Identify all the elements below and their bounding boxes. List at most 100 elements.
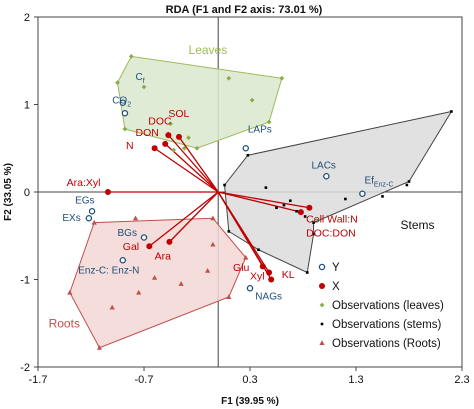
- group-label-roots: Roots: [49, 317, 80, 331]
- chart-title: RDA (F1 and F2 axis: 73.01 %): [166, 4, 323, 16]
- point-observations-stems: [312, 232, 315, 236]
- point-observations-stems: [405, 183, 409, 187]
- point-doc: [165, 132, 172, 139]
- point-observations-leaves: [171, 147, 177, 153]
- arrow-doc-don: [218, 191, 310, 209]
- label-n: N: [126, 140, 134, 152]
- point-observations-leaves: [122, 126, 128, 132]
- point-observations-stems: [227, 230, 231, 233]
- point-nags: [246, 284, 254, 292]
- point-n: [151, 145, 158, 152]
- legend-entry-observations-roots: Observations (Roots): [332, 338, 441, 350]
- label-nags: NAGs: [255, 292, 282, 303]
- arrow-gal: [148, 191, 219, 247]
- point-observations-leaves: [181, 145, 187, 151]
- point-observations-stems: [288, 199, 292, 203]
- point-doc-don: [306, 204, 313, 211]
- hull-roots: [69, 217, 247, 349]
- legend-marker-observations-stems: [320, 322, 324, 326]
- y-tick-label: -1: [20, 275, 30, 287]
- x-tick-label: -0.7: [135, 374, 154, 386]
- point-kl: [268, 276, 275, 283]
- points-layer: [67, 53, 453, 350]
- point-observations-stems: [295, 209, 298, 213]
- point-observations-stems: [246, 153, 250, 157]
- point-observations-leaves: [186, 135, 191, 141]
- point-xyl: [266, 269, 273, 276]
- y-tick-label: 1: [24, 100, 30, 112]
- axes-layer: -1.7 -0.7 0.3 1.3 2.3 -2 -1 0 1 2: [20, 12, 469, 386]
- y-tick-label: 2: [24, 12, 30, 24]
- point-observations-stems: [303, 215, 307, 218]
- x-tick-label: 2.3: [454, 374, 469, 386]
- label-gal: Gal: [123, 241, 139, 253]
- point-observations-roots: [205, 267, 211, 273]
- point-enz-c-enz-n: [119, 256, 127, 264]
- point-observations-stems: [275, 206, 278, 210]
- point-observations-stems: [264, 186, 268, 189]
- point-observations-stems: [282, 203, 286, 207]
- point-cell-wall-n: [297, 209, 304, 216]
- label-bgs: BGs: [118, 228, 137, 239]
- label-enz-c-enz-n: Enz-C: Enz-N: [78, 265, 139, 276]
- legend: YX Observations (leaves) Observations (ste…: [318, 262, 444, 350]
- point-ara-xyl: [104, 189, 111, 195]
- arrow-ara: [168, 191, 219, 243]
- legend-marker-x: [319, 283, 325, 289]
- point-cf: [119, 99, 127, 107]
- group-label-stems: Stems: [401, 218, 435, 232]
- point-observations-leaves: [266, 119, 272, 125]
- point-observations-roots: [226, 294, 232, 299]
- x-tick-label: 0.3: [242, 374, 257, 386]
- label-laps: LAPs: [248, 125, 272, 136]
- label-egs: EGs: [75, 195, 94, 206]
- group-hulls: [69, 55, 453, 349]
- arrow-n: [154, 147, 219, 193]
- point-observations-leaves: [128, 53, 134, 59]
- label-doc: DOC: [148, 116, 172, 128]
- point-observations-leaves: [115, 80, 120, 86]
- label-efenz-c: EfEnz-C: [364, 175, 393, 188]
- point-glu: [259, 263, 266, 270]
- point-observations-leaves: [168, 121, 173, 127]
- y-axis-label: F2 (33.05 %): [3, 163, 14, 221]
- legend-marker-observations-leaves: [319, 302, 325, 308]
- label-lacs: LACs: [311, 160, 335, 171]
- point-observations-roots: [109, 304, 115, 310]
- point-observations-stems: [381, 195, 384, 198]
- label-ara-xyl: Ara:Xyl: [67, 177, 101, 189]
- point-observations-stems: [305, 271, 309, 274]
- legend-entry-y: Y: [332, 262, 340, 274]
- point-efenz-c: [359, 190, 366, 197]
- legend-entry-observations-stems: Observations (stems): [332, 319, 441, 331]
- arrow-cell-wall-n: [218, 191, 302, 213]
- point-observations-roots: [210, 241, 216, 247]
- legend-marker-y: [318, 263, 326, 271]
- point-observations-stems: [257, 248, 260, 252]
- point-observations-roots: [136, 289, 142, 295]
- point-observations-stems: [407, 180, 411, 183]
- label-don: DON: [136, 127, 159, 139]
- y-tick-label: -2: [20, 362, 30, 374]
- point-gal: [146, 243, 153, 250]
- label-doc-don: DOC:DON: [306, 228, 356, 240]
- point-observations-roots: [91, 219, 97, 225]
- legend-entry-observations-leaves: Observations (leaves): [332, 300, 444, 312]
- label-kl: KL: [282, 269, 295, 281]
- labels-layer: Cf CO2 LAPs LACs EfEnz-C EGs EXs BGs Enz-C: Enz-…: [49, 43, 435, 331]
- point-observations-roots: [152, 274, 158, 280]
- point-observations-stems: [450, 110, 453, 113]
- point-co2: [121, 110, 129, 117]
- legend-entry-x: X: [332, 281, 340, 293]
- point-ara: [166, 238, 173, 245]
- point-observations-leaves: [279, 75, 285, 81]
- label-glu: Glu: [233, 262, 250, 274]
- point-observations-leaves: [194, 145, 200, 151]
- point-observations-leaves: [249, 97, 255, 103]
- label-co2: CO2: [112, 96, 131, 109]
- hull-stems: [224, 110, 453, 274]
- point-observations-roots: [96, 344, 103, 350]
- legend-marker-observations-roots: [319, 340, 325, 345]
- point-observations-stems: [344, 197, 347, 201]
